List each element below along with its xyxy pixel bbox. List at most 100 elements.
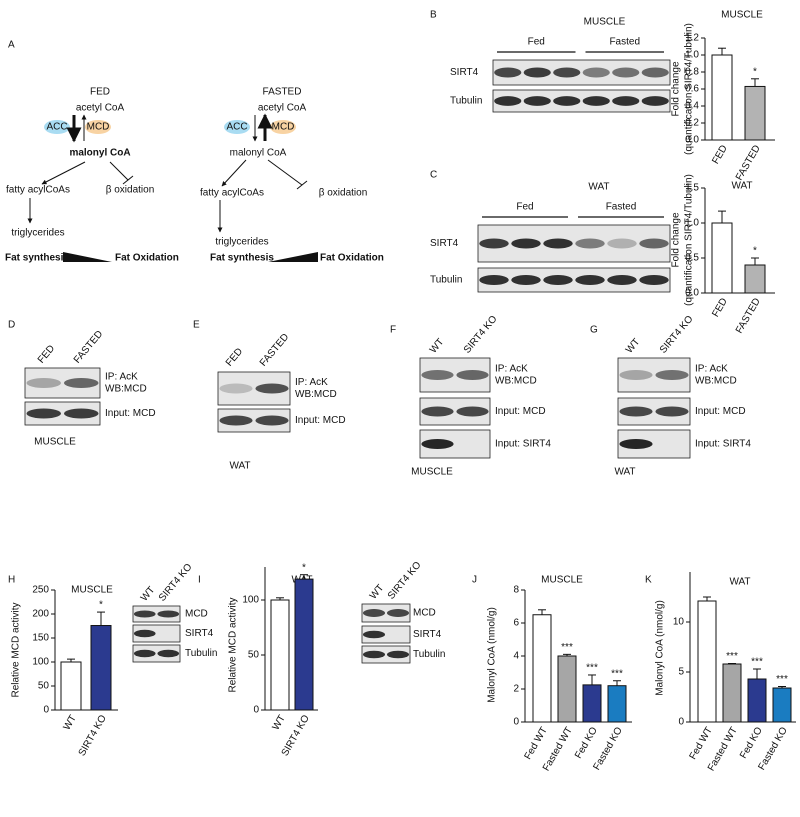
y-tick-label: 250	[32, 585, 49, 596]
blot-row-label: WB:MCD	[295, 389, 337, 400]
y-tick-label: 4	[513, 651, 519, 662]
inhibition	[109, 161, 129, 181]
blot-band	[64, 378, 99, 388]
metabolite: triglycerides	[11, 228, 64, 239]
blot-band	[386, 650, 410, 659]
blot-band	[494, 96, 522, 106]
panel-label: H	[8, 575, 15, 586]
panel-label: K	[645, 575, 652, 586]
bar	[582, 684, 602, 723]
blot-band	[543, 238, 573, 249]
blot-band	[582, 67, 610, 78]
blot-strip	[361, 625, 411, 644]
blot-band	[607, 275, 637, 285]
bar	[90, 625, 112, 711]
bar	[744, 264, 766, 294]
blot-band	[133, 649, 156, 658]
significance: *	[753, 66, 757, 77]
pathway-title: FASTED	[263, 87, 302, 98]
blot-band	[133, 610, 156, 618]
lane-label: WT	[139, 585, 157, 604]
x-tick-label: FASTED	[734, 296, 763, 335]
enzyme-badge	[85, 120, 111, 134]
blot-band	[619, 406, 653, 417]
blot-row-label: IP: AcK	[295, 377, 328, 388]
blot-band	[219, 383, 253, 394]
enzyme-badge	[44, 120, 70, 134]
balance-label: Fat synthesis	[210, 253, 274, 264]
bar	[697, 600, 717, 723]
blot-title: MUSCLE	[584, 17, 626, 28]
x-tick-label: WT	[271, 713, 288, 732]
bar	[60, 661, 82, 711]
blot-band	[575, 275, 605, 285]
bar	[711, 222, 733, 294]
y-tick-label: 10	[673, 617, 685, 628]
tissue-label: MUSCLE	[411, 467, 453, 478]
blot-band	[421, 439, 454, 449]
y-tick-label: 200	[32, 609, 49, 620]
blot-band	[543, 275, 573, 285]
bar	[607, 685, 627, 723]
y-tick-label: 0	[253, 705, 259, 716]
blot-row-label: SIRT4	[413, 629, 442, 640]
significance: *	[753, 246, 757, 257]
blot-strip	[477, 267, 671, 293]
chart-title: WAT	[731, 181, 752, 192]
y-axis-label: Malonyl CoA (nmol/g)	[487, 607, 498, 703]
blot-band	[219, 415, 253, 426]
x-tick-label: Fed KO	[573, 725, 600, 761]
balance-label: Fat Oxidation	[115, 253, 179, 264]
y-tick-label: 6	[513, 618, 519, 629]
blot-row-label: Tubulin	[450, 96, 482, 107]
lane-label: FASTED	[258, 332, 291, 369]
x-tick-label: WT	[62, 713, 79, 732]
bar	[532, 614, 552, 723]
y-tick-label: 0.0	[685, 288, 699, 299]
y-tick-label: 0.2	[685, 118, 699, 129]
tissue-label: WAT	[614, 467, 635, 478]
blot-row-label: SIRT4	[185, 628, 214, 639]
blot-strip	[361, 645, 411, 664]
x-tick-label: FASTED	[734, 143, 763, 182]
blot-band	[639, 238, 669, 249]
blot-row-label: IP: AcK	[495, 364, 528, 375]
y-axis-label: Malonyl CoA (nmol/g)	[655, 600, 666, 696]
panel-label: J	[472, 575, 477, 586]
chart-title: MUSCLE	[541, 575, 583, 586]
y-tick-label: 0.4	[685, 101, 699, 112]
blot-band	[639, 275, 669, 285]
lane-label: FED	[36, 343, 57, 365]
lane-label: WT	[428, 337, 446, 356]
blot-band	[655, 370, 689, 380]
bar	[744, 85, 766, 141]
blot-row-label: IP: AcK	[695, 364, 728, 375]
metabolite: acetyl CoA	[258, 103, 307, 114]
blot-strip	[24, 401, 101, 426]
blot-band	[255, 415, 289, 426]
blot-row-label: MCD	[185, 609, 208, 620]
y-tick-label: 0.0	[685, 135, 699, 146]
arrow	[41, 161, 86, 185]
y-tick-label: 8	[513, 585, 519, 596]
blot-row-label: WB:MCD	[695, 376, 737, 387]
y-tick-label: 100	[32, 657, 49, 668]
blot-row-label: SIRT4	[430, 238, 459, 249]
blot-strip	[132, 605, 181, 623]
blot-band	[523, 96, 551, 106]
blot-row-label: WB:MCD	[495, 376, 537, 387]
panel-label: E	[193, 320, 200, 331]
lane-label: SIRT4 KO	[658, 314, 696, 356]
blot-band	[655, 406, 689, 417]
arrow	[221, 159, 247, 187]
x-tick-label: FED	[710, 143, 730, 166]
blot-strip	[132, 644, 181, 663]
blot-band	[362, 630, 386, 639]
significance: ***	[726, 651, 738, 662]
enzyme: MCD	[87, 122, 110, 133]
y-tick-label: 150	[32, 633, 49, 644]
group-label: Fed	[528, 37, 545, 48]
metabolite: fatty acylCoAs	[200, 188, 264, 199]
significance: ***	[611, 668, 623, 679]
x-tick-label: Fed KO	[738, 725, 765, 761]
